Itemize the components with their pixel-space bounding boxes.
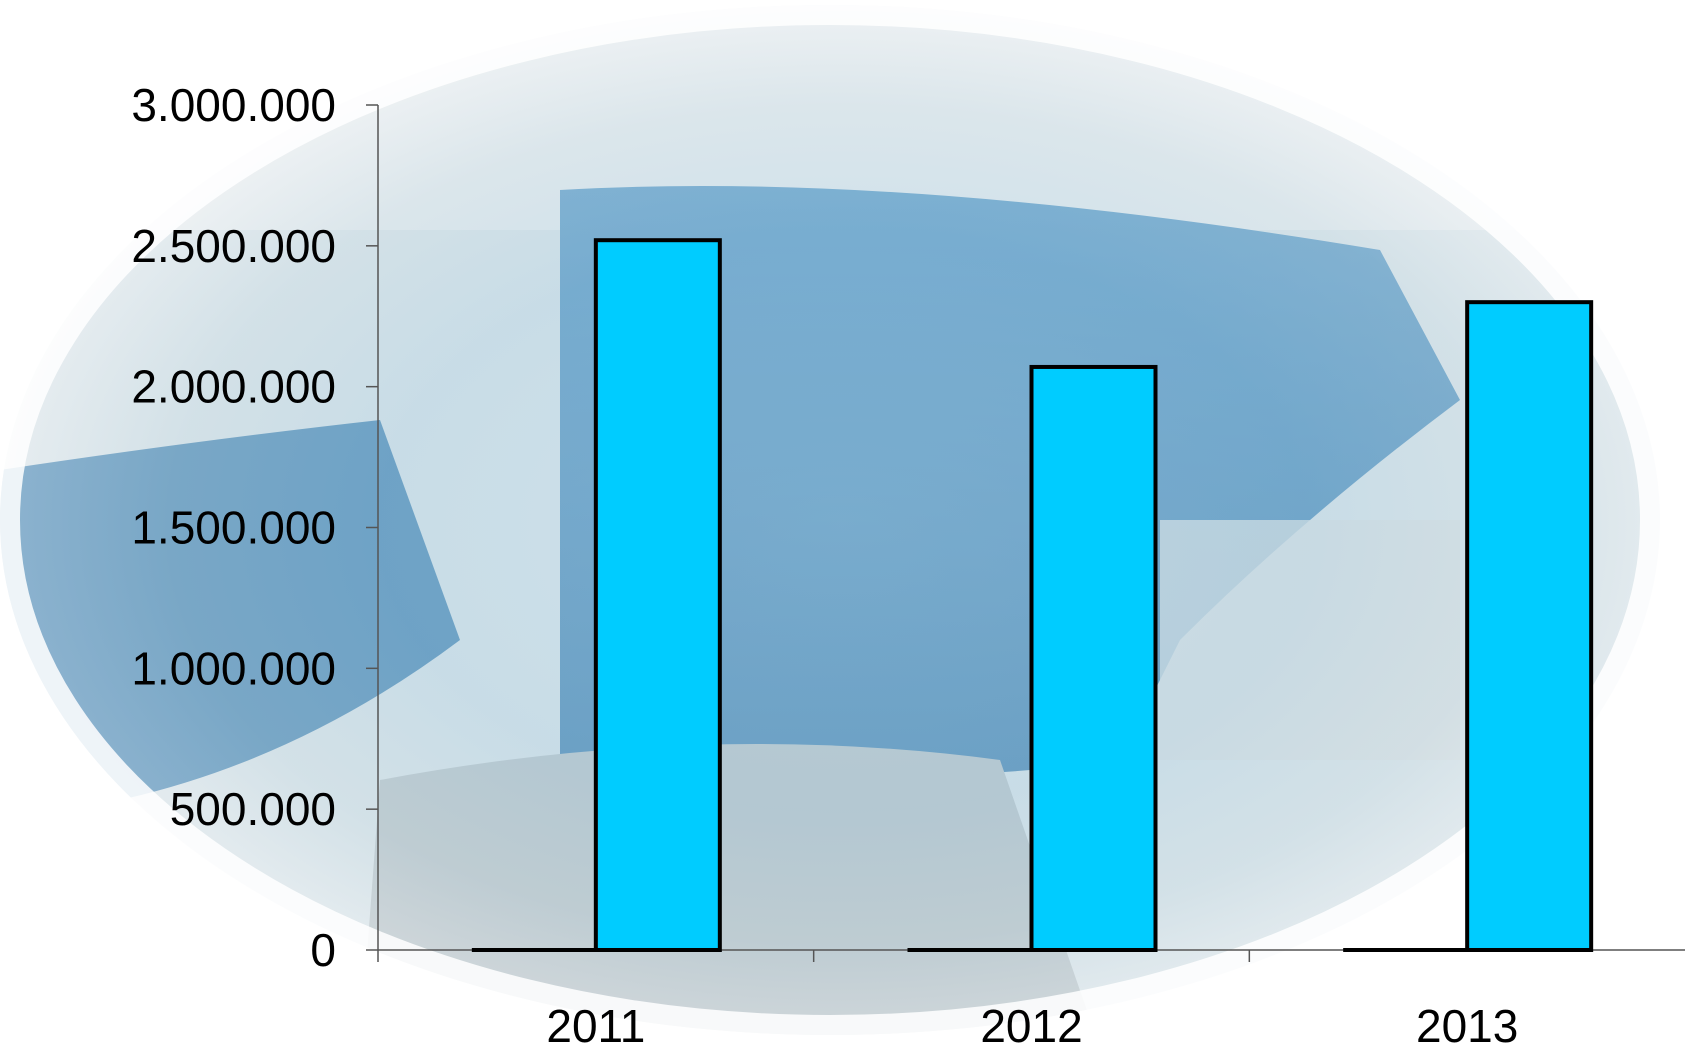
y-tick-label: 3.000.000 — [131, 79, 336, 131]
y-tick-label: 2.000.000 — [131, 361, 336, 413]
bar-2013 — [1465, 300, 1594, 952]
y-tick-label: 1.500.000 — [131, 502, 336, 554]
x-category-label-2011: 2011 — [546, 1000, 645, 1048]
bar-2011 — [593, 238, 722, 952]
chart-bars — [471, 238, 1594, 952]
y-tick-label: 0 — [310, 924, 336, 976]
y-tick-labels: 0 500.000 1.000.000 1.500.000 2.000.000 2.500… — [131, 79, 336, 976]
bar-2012 — [1029, 364, 1158, 952]
y-tick-label: 1.000.000 — [131, 642, 336, 694]
x-category-label-2012: 2012 — [980, 1000, 1082, 1048]
x-category-label-2013: 2013 — [1416, 1000, 1518, 1048]
y-tick-label: 500.000 — [170, 783, 336, 835]
y-tick-label: 2.500.000 — [131, 220, 336, 272]
x-category-labels: 2011 2012 2013 — [546, 1000, 1518, 1048]
